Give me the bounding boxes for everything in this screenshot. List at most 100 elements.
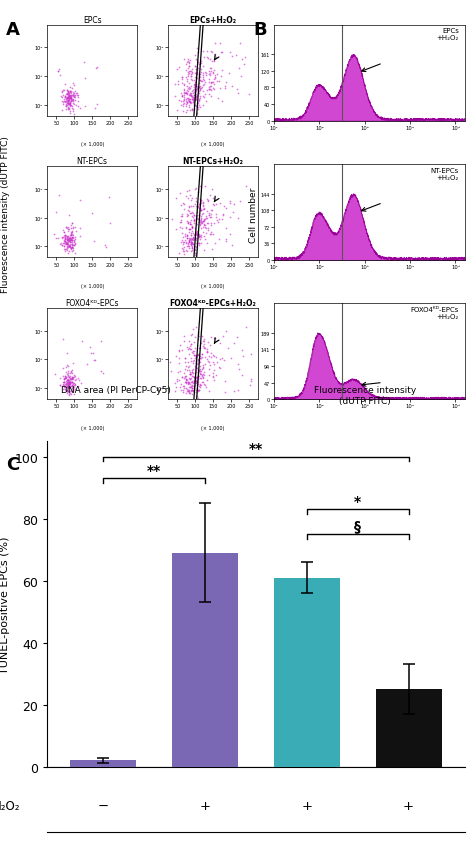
Point [192, 354, 200, 368]
Point [194, 103, 201, 117]
Point [185, 364, 192, 377]
Point [61, 239, 68, 253]
Point [67, 228, 74, 242]
Point [184, 62, 192, 76]
Text: (× 1,000): (× 1,000) [81, 425, 104, 430]
Point [201, 222, 209, 235]
Point [167, 365, 175, 378]
Point [186, 96, 193, 110]
Point [192, 356, 200, 370]
Point [196, 193, 204, 206]
Point [64, 382, 72, 395]
Point [219, 208, 227, 222]
Point [204, 53, 212, 66]
Point [179, 379, 186, 393]
Point [193, 106, 201, 120]
Point [210, 331, 218, 345]
Point [60, 379, 68, 393]
Point [188, 210, 196, 223]
Point [238, 343, 246, 357]
Point [181, 383, 188, 396]
Point [59, 224, 67, 238]
Title: FOXO4ᴷᴰ-EPCs: FOXO4ᴷᴰ-EPCs [65, 298, 119, 308]
Point [206, 62, 213, 76]
Point [69, 221, 77, 234]
Point [166, 356, 173, 370]
Point [62, 384, 69, 398]
Point [196, 101, 204, 114]
Point [189, 323, 197, 337]
Point [198, 369, 205, 383]
Point [175, 94, 183, 107]
Text: EPCs
+H₂O₂: EPCs +H₂O₂ [437, 28, 459, 42]
Point [201, 180, 209, 193]
Point [63, 87, 71, 101]
Point [176, 366, 183, 379]
Point [191, 244, 199, 257]
Point [81, 72, 89, 86]
Point [196, 84, 204, 98]
Point [187, 70, 194, 83]
Point [186, 78, 193, 91]
Point [191, 91, 199, 105]
Point [205, 83, 212, 97]
Point [69, 106, 77, 119]
Point [192, 63, 200, 77]
Point [64, 375, 72, 389]
Point [215, 361, 223, 375]
Point [192, 241, 200, 255]
Point [178, 377, 185, 391]
Point [185, 92, 192, 106]
Point [70, 239, 78, 253]
Point [247, 373, 255, 387]
Point [191, 372, 199, 386]
Point [188, 207, 195, 221]
Point [66, 98, 74, 112]
Point [79, 335, 86, 348]
Point [179, 238, 186, 251]
Point [65, 378, 73, 392]
Point [198, 208, 206, 222]
Point [64, 366, 72, 380]
Point [187, 245, 194, 258]
Point [72, 99, 80, 112]
Point [185, 234, 192, 248]
Point [186, 233, 194, 246]
Point [191, 80, 199, 94]
Point [188, 346, 196, 360]
Point [220, 354, 228, 368]
Point [86, 341, 94, 354]
Point [70, 98, 78, 112]
Point [182, 373, 190, 387]
Point [192, 384, 200, 398]
Point [64, 377, 72, 391]
Point [188, 379, 196, 393]
Point [192, 361, 200, 375]
Point [62, 93, 70, 106]
Point [68, 90, 75, 104]
Point [191, 371, 198, 384]
Point [68, 366, 75, 380]
Point [66, 231, 73, 245]
Point [62, 99, 69, 112]
Point [185, 385, 193, 399]
Point [64, 232, 71, 245]
Point [69, 232, 76, 245]
Point [196, 217, 204, 231]
Point [68, 382, 76, 395]
Point [64, 365, 72, 378]
Point [242, 52, 249, 66]
Point [71, 85, 79, 99]
Point [63, 92, 71, 106]
Point [186, 377, 194, 391]
Point [192, 364, 200, 377]
Point [70, 239, 78, 252]
Point [89, 347, 96, 360]
Point [67, 95, 75, 108]
Point [193, 42, 201, 55]
Point [59, 98, 67, 112]
Point [182, 222, 190, 235]
Point [67, 233, 74, 247]
Point [187, 66, 194, 79]
Point [198, 351, 206, 365]
